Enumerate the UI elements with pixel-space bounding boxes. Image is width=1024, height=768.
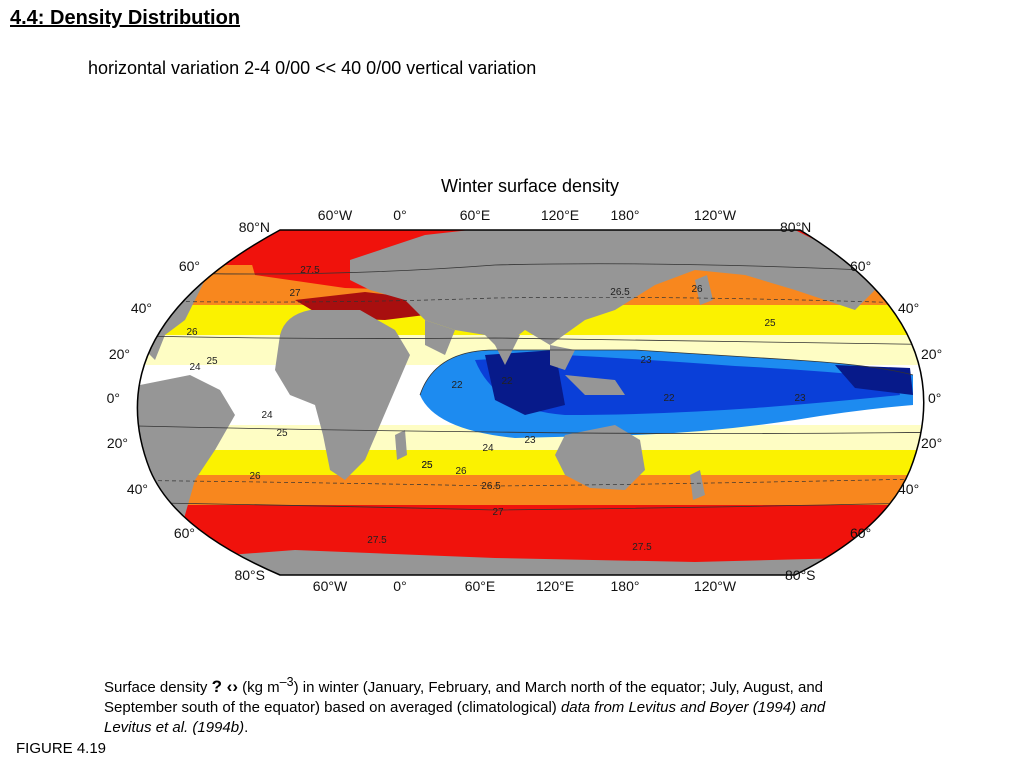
latitude-label: 80°S (785, 567, 816, 583)
contour-label: 26 (691, 284, 703, 295)
land-alaska (855, 230, 924, 290)
figure-label: FIGURE 4.19 (16, 740, 107, 757)
caption-superscript: –3 (279, 675, 294, 689)
longitude-label: 120°E (536, 578, 574, 594)
longitude-label: 180° (611, 207, 640, 223)
contour-label: 25 (764, 318, 776, 329)
caption-citation: data from Levitus and Boyer (1994) and L… (104, 699, 826, 736)
contour-label: 25 (421, 460, 433, 471)
land-africa (275, 310, 410, 480)
latitude-label: 20° (921, 346, 942, 362)
contour-label: 26 (186, 327, 198, 338)
region-blue (475, 355, 900, 415)
land-southeast-asia (550, 345, 625, 395)
map-title: Winter surface density (440, 176, 620, 196)
land-new-zealand (690, 470, 705, 500)
longitude-label: 120°W (694, 578, 737, 594)
region-dark-blue-east (835, 365, 913, 395)
latitude-label: 0° (107, 390, 120, 406)
latitude-label: 80°N (780, 219, 811, 235)
contour-label: 26 (455, 466, 467, 477)
latitude-label: 40° (131, 300, 152, 316)
longitude-label: 60°E (465, 578, 496, 594)
land-eurasia (350, 230, 875, 350)
caption-part1: Surface density (104, 679, 208, 696)
latitude-label: 60° (179, 258, 200, 274)
figure-caption: Surface density ? ‹› (kg m–3) in winter … (104, 672, 864, 738)
contour-label: 26 (249, 471, 261, 482)
subheading: horizontal variation 2-4 0/00 << 40 0/00… (88, 58, 537, 78)
contour-label: 26.5 (610, 287, 630, 298)
contour-dashed (137, 296, 924, 487)
land-japan (695, 275, 713, 305)
contour-label: 22 (451, 380, 463, 391)
longitude-label: 60°E (460, 207, 491, 223)
contour-label: 25 (421, 460, 433, 471)
contour-label: 24 (189, 362, 201, 373)
density-map: 60°W 0° 60°E 120°E 180° 120°W 60°W 0° 60°E 120°E… (107, 207, 943, 594)
contour-label: 26.5 (481, 481, 501, 492)
longitude-label: 60°W (313, 578, 348, 594)
longitude-label: 0° (393, 578, 406, 594)
caption-end: . (244, 719, 249, 736)
land-australia (555, 425, 645, 490)
density-map-figure: Winter surface density (95, 170, 965, 610)
latitude-label: 60° (174, 525, 195, 541)
longitude-label: 120°E (541, 207, 579, 223)
longitude-label: 180° (611, 578, 640, 594)
caption-glyph: ? ‹› (211, 677, 238, 696)
latitude-label: 60° (850, 258, 871, 274)
latitude-label: 40° (127, 481, 148, 497)
contour-label: 24 (482, 443, 494, 454)
latitude-label: 20° (921, 435, 942, 451)
caption-part2: (kg m (242, 679, 280, 696)
contour-label: 22 (663, 393, 675, 404)
latitude-label: 20° (109, 346, 130, 362)
latitude-label: 0° (928, 390, 941, 406)
contour-label: 24 (261, 410, 273, 421)
contour-label: 23 (794, 393, 806, 404)
latitude-label: 20° (107, 435, 128, 451)
contour-label: 27 (492, 507, 504, 518)
longitude-label: 120°W (694, 207, 737, 223)
contour-label: 23 (524, 435, 536, 446)
contour-label: 27 (289, 288, 301, 299)
latitude-label: 80°S (234, 567, 265, 583)
contour-label: 25 (276, 428, 288, 439)
longitude-label: 60°W (318, 207, 353, 223)
latitude-label: 80°N (239, 219, 270, 235)
region-dark-blue (485, 350, 565, 415)
contour-label: 27.5 (632, 542, 652, 553)
globe-outline (136, 229, 925, 576)
contour-label: 27.5 (367, 535, 387, 546)
latitude-label: 60° (850, 525, 871, 541)
land-arabia-india (425, 320, 520, 365)
latitude-label: 40° (898, 481, 919, 497)
contour-label: 23 (640, 355, 652, 366)
longitude-label: 0° (393, 207, 406, 223)
contour-label: 25 (206, 356, 218, 367)
land-antarctica (137, 550, 924, 575)
contour-label: 22 (501, 376, 513, 387)
caption-part3: ) in winter (January, February, and Marc… (104, 679, 824, 716)
contour-label: 27.5 (300, 265, 320, 276)
latitude-label: 40° (898, 300, 919, 316)
page-heading: 4.4: Density Distribution (10, 7, 241, 29)
land-madagascar (395, 430, 407, 460)
